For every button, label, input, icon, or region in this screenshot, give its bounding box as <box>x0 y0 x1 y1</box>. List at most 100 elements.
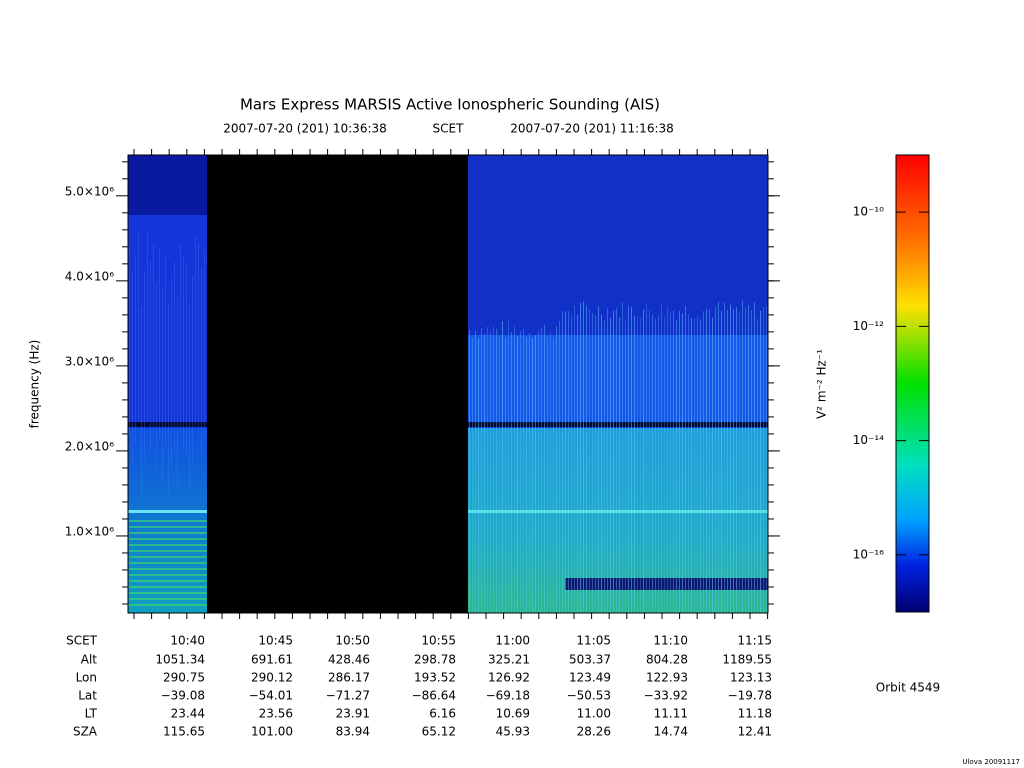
stripe <box>733 309 734 613</box>
stripe <box>129 544 207 546</box>
stripe <box>553 339 554 613</box>
start-time: 2007-07-20 (201) 10:36:38 <box>223 122 387 136</box>
ephemeris-value: 122.93 <box>646 671 688 685</box>
stripe <box>571 314 572 613</box>
ephemeris-value: 65.12 <box>422 725 456 739</box>
ephemeris-value: 123.13 <box>730 671 772 685</box>
stripe <box>694 318 695 613</box>
ephemeris-value: 691.61 <box>251 653 293 667</box>
stripe <box>177 296 178 487</box>
ephemeris-value: 10:50 <box>335 634 370 648</box>
ephemeris-row-label: Lon <box>76 671 97 685</box>
spectrogram-gap <box>207 155 468 613</box>
stripe <box>523 329 524 613</box>
stripe <box>129 604 207 606</box>
stripe <box>730 304 731 613</box>
stripe <box>171 277 172 468</box>
y-tick-label: 1.0×10⁶ <box>65 524 114 538</box>
stripe <box>129 562 207 564</box>
end-time: 2007-07-20 (201) 11:16:38 <box>510 122 674 136</box>
stripe <box>715 306 716 613</box>
spectrogram-patch <box>468 155 768 335</box>
stripe <box>150 261 151 452</box>
stripe <box>538 330 539 613</box>
ephemeris-value: 45.93 <box>496 725 530 739</box>
stripe <box>724 302 725 613</box>
stripe <box>129 580 207 582</box>
stripe <box>736 307 737 613</box>
stripe <box>640 318 641 613</box>
stripe <box>667 307 668 613</box>
stripe <box>706 309 707 613</box>
stripe <box>763 306 764 613</box>
stripe <box>601 314 602 613</box>
stripe <box>559 320 560 613</box>
stripe <box>204 250 205 441</box>
ephemeris-value: 23.91 <box>336 707 370 721</box>
stripe <box>721 310 722 613</box>
spectrogram-patch <box>128 155 207 215</box>
ephemeris-value: 1051.34 <box>155 653 205 667</box>
stripe <box>138 231 139 422</box>
stripe <box>664 316 665 613</box>
stripe <box>622 302 623 613</box>
stripe <box>742 300 743 613</box>
stripe <box>129 574 207 576</box>
ephemeris-value: 298.78 <box>414 653 456 667</box>
stripe <box>739 311 740 613</box>
ephemeris-row-label: Lat <box>78 689 97 703</box>
stripe <box>541 327 542 613</box>
ephemeris-value: −50.53 <box>567 689 611 703</box>
stripe <box>589 308 590 613</box>
ephemeris-value: −19.78 <box>728 689 772 703</box>
ephemeris-value: −54.01 <box>249 689 293 703</box>
colorbar-tick-label: 10⁻¹⁴ <box>853 433 884 447</box>
stripe <box>468 510 768 513</box>
stripe <box>580 302 581 613</box>
stripe <box>676 319 677 613</box>
ephemeris-value: 290.12 <box>251 671 293 685</box>
stripe <box>625 319 626 613</box>
stripe <box>153 244 154 435</box>
stripe <box>745 306 746 613</box>
ephemeris-value: 123.49 <box>569 671 611 685</box>
spectrogram <box>128 155 768 613</box>
ephemeris-value: 193.52 <box>414 671 456 685</box>
stripe <box>129 246 130 437</box>
stripe <box>159 248 160 439</box>
ephemeris-value: 83.94 <box>336 725 370 739</box>
ephemeris-value: −71.27 <box>326 689 370 703</box>
stripe <box>751 309 752 613</box>
y-tick-label: 5.0×10⁶ <box>65 184 114 198</box>
stripe <box>679 310 680 613</box>
stripe <box>544 324 545 613</box>
stripe <box>574 305 575 613</box>
ephemeris-row-label: SZA <box>73 725 98 739</box>
stripe <box>607 308 608 613</box>
colorbar-tick-label: 10⁻¹⁶ <box>853 547 884 561</box>
stripe <box>129 556 207 558</box>
stripe <box>129 592 207 594</box>
y-axis-label: frequency (Hz) <box>28 340 42 429</box>
stripe <box>195 236 196 427</box>
stripe <box>129 598 207 600</box>
ephemeris-value: −86.64 <box>412 689 456 703</box>
plot-frame <box>127 154 769 614</box>
ephemeris-value: 12.41 <box>738 725 772 739</box>
stripe <box>201 268 202 459</box>
stripe <box>700 319 701 613</box>
stripe <box>583 301 584 613</box>
stripe <box>682 313 683 613</box>
stripe <box>529 332 530 613</box>
stripe <box>472 337 473 613</box>
ephemeris-value: 6.16 <box>429 707 456 721</box>
stripe <box>628 305 629 613</box>
ephemeris-value: 101.00 <box>251 725 293 739</box>
stripe <box>586 305 587 613</box>
stripe <box>129 520 207 522</box>
stripe <box>496 328 497 613</box>
stripe <box>481 328 482 613</box>
stripe <box>147 232 148 423</box>
stripe <box>691 318 692 613</box>
